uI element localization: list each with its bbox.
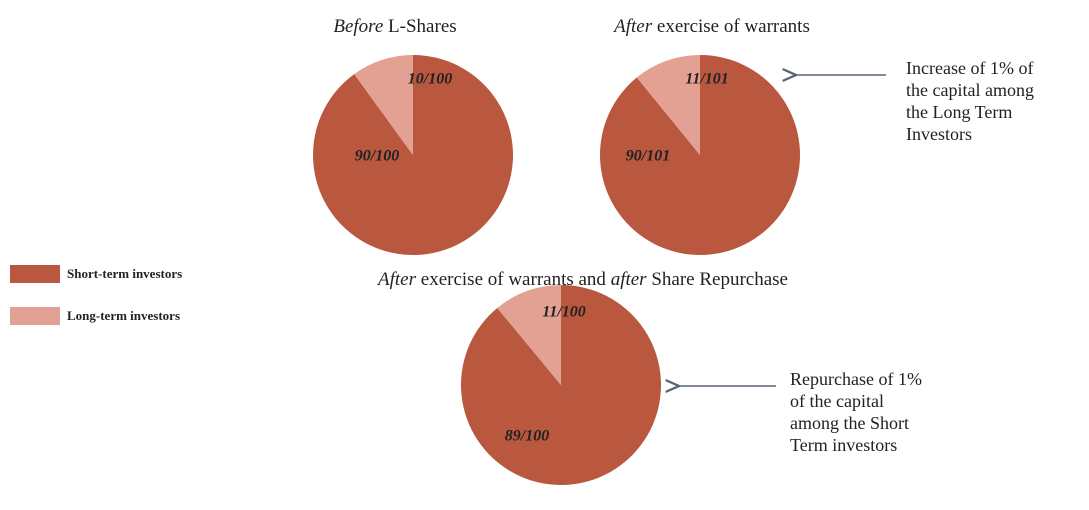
value-label: 90/100 bbox=[355, 148, 399, 165]
annotation-line: of the capital bbox=[790, 391, 884, 411]
annotation: Repurchase of 1% of the capital among the … bbox=[790, 368, 922, 456]
value-label: 10/100 bbox=[408, 71, 452, 88]
title-run: exercise of warrants and bbox=[416, 269, 611, 290]
title-run: After bbox=[614, 16, 653, 37]
pie-slice bbox=[354, 55, 413, 155]
pie-slice bbox=[636, 55, 700, 155]
title-run: After bbox=[378, 269, 417, 290]
title-run: L-Shares bbox=[383, 16, 457, 37]
annotation-line: Repurchase of 1% bbox=[790, 369, 922, 389]
annotation-line: Investors bbox=[906, 124, 972, 144]
annotation-line: the capital among bbox=[906, 80, 1034, 100]
annotation-line: among the Short bbox=[790, 413, 909, 433]
pie-title: After exercise of warrants and after Sha… bbox=[378, 269, 788, 291]
annotation: Increase of 1% of the capital among the Lo… bbox=[906, 57, 1034, 145]
value-label: 90/101 bbox=[626, 148, 670, 165]
annotation-line: Term investors bbox=[790, 435, 898, 455]
legend-label: Short-term investors bbox=[67, 266, 183, 281]
pie-slice bbox=[497, 285, 561, 385]
pie-slice bbox=[460, 285, 661, 485]
pie-title: Before L-Shares bbox=[333, 16, 456, 38]
annotation-line: Increase of 1% of bbox=[906, 58, 1034, 78]
value-label: 89/100 bbox=[505, 428, 549, 445]
title-run: Share Repurchase bbox=[646, 269, 788, 290]
legend-label: Long-term investors bbox=[67, 308, 181, 323]
title-run: Before bbox=[333, 16, 384, 37]
legend-swatch bbox=[10, 265, 60, 283]
value-label: 11/101 bbox=[685, 71, 729, 88]
annotation-line: the Long Term bbox=[906, 102, 1013, 122]
legend-swatch bbox=[10, 307, 60, 325]
value-label: 11/100 bbox=[542, 304, 586, 321]
title-run: exercise of warrants bbox=[652, 16, 810, 37]
pie-title: After exercise of warrants bbox=[614, 16, 810, 38]
title-run: after bbox=[610, 269, 647, 290]
